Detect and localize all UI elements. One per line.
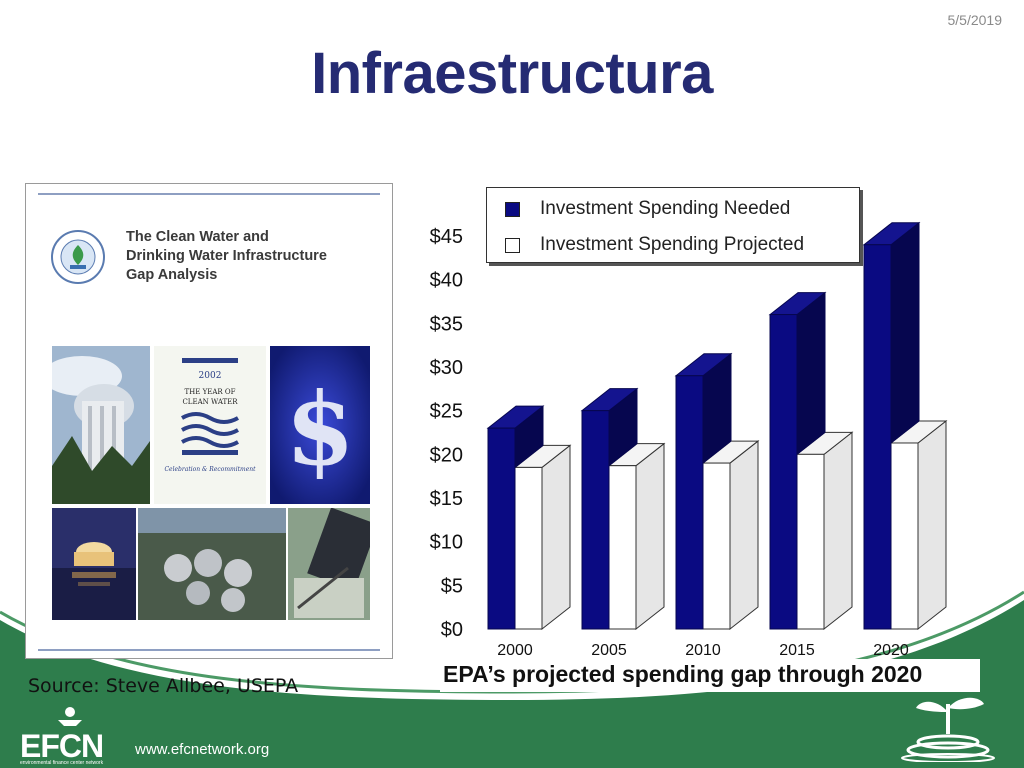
cover-title: The Clean Water and Drinking Water Infra… xyxy=(126,228,327,285)
legend-label-needed: Investment Spending Needed xyxy=(540,198,791,219)
bar-projected-front xyxy=(608,465,637,630)
badge-script: Celebration & Recommitment xyxy=(164,466,256,473)
cover-title-line-2: Drinking Water Infrastructure xyxy=(126,248,327,264)
slide-date: 5/5/2019 xyxy=(947,12,1003,28)
bar-projected xyxy=(701,440,760,631)
slide-title: Infraestructura xyxy=(311,41,713,106)
x-tick-label: 2020 xyxy=(873,642,909,659)
cover-bottom-rule xyxy=(38,649,380,651)
bar-needed xyxy=(486,405,545,630)
x-tick-label: 2015 xyxy=(779,642,815,659)
bar-projected xyxy=(513,444,572,631)
y-tick-label: $0 xyxy=(441,619,463,641)
chart-bars xyxy=(486,221,948,631)
chart-y-axis: $0 $5 $10 $15 $20 $25 $30 $35 $40 $45 xyxy=(430,226,463,641)
bar-needed xyxy=(862,221,921,630)
bar-needed-front xyxy=(581,410,610,630)
bar-projected-side xyxy=(823,431,853,631)
treatment-plant-photo xyxy=(138,508,286,620)
bar-projected-front xyxy=(890,442,919,630)
bar-needed-side xyxy=(796,291,826,456)
legend-swatch-projected xyxy=(505,237,520,253)
epa-seal-icon xyxy=(51,230,105,284)
bar-needed-front xyxy=(769,314,798,630)
legend-entry-needed: Investment Spending Needed xyxy=(505,194,790,224)
dollar-sign-image: $ xyxy=(270,346,370,504)
x-tick-label: 2010 xyxy=(685,642,721,659)
x-tick-label: 2000 xyxy=(497,642,533,659)
bar-needed-front xyxy=(863,244,892,630)
bar-projected-side xyxy=(917,419,947,631)
cover-top-rule xyxy=(38,193,380,195)
y-tick-label: $15 xyxy=(430,488,463,510)
bar-projected-front xyxy=(796,453,825,630)
y-tick-label: $45 xyxy=(430,226,463,248)
y-tick-label: $5 xyxy=(441,575,463,597)
website-url[interactable]: www.efcnetwork.org xyxy=(135,741,270,758)
spending-gap-chart: $0 $5 $10 $15 $20 $25 $30 $35 $40 $45 2000 2005 201… xyxy=(430,221,948,659)
badge-line-1: THE YEAR OF xyxy=(185,388,236,396)
calculator-photo xyxy=(288,508,370,620)
memorial-night-photo xyxy=(52,508,136,620)
bar-projected-front xyxy=(514,466,543,630)
efcn-logo-subtext: environmental finance center network xyxy=(20,760,104,766)
efcn-logo-icon xyxy=(58,707,82,726)
dollar-glyph: $ xyxy=(285,370,355,488)
bar-projected-side xyxy=(729,440,759,631)
source-credit: Source: Steve Allbee, USEPA xyxy=(28,675,299,697)
bar-needed-front xyxy=(675,375,704,630)
bar-needed-front xyxy=(487,427,516,630)
chart-x-axis: 2000 2005 2010 2015 2020 xyxy=(497,642,909,659)
bar-needed xyxy=(674,352,733,630)
bar-projected xyxy=(607,442,666,631)
bar-needed-side xyxy=(890,221,920,445)
x-tick-label: 2005 xyxy=(591,642,627,659)
y-tick-label: $25 xyxy=(430,401,463,423)
water-tower-photo xyxy=(52,346,150,504)
y-tick-label: $40 xyxy=(430,270,463,292)
bar-projected xyxy=(795,431,854,631)
bar-needed xyxy=(768,291,827,630)
y-tick-label: $35 xyxy=(430,313,463,335)
legend-swatch-needed xyxy=(505,201,520,217)
bar-needed xyxy=(580,387,639,630)
bar-projected-front xyxy=(702,462,731,630)
bar-projected-side xyxy=(635,442,665,631)
chart-legend: Investment Spending Needed Investment Sp… xyxy=(486,187,860,263)
chart-title: EPA’s projected spending gap through 202… xyxy=(443,661,923,687)
y-tick-label: $30 xyxy=(430,357,463,379)
y-tick-label: $10 xyxy=(430,532,463,554)
badge-line-2: CLEAN WATER xyxy=(182,398,238,406)
efcn-logo-text: EFCN xyxy=(20,728,104,764)
chart-title-background xyxy=(440,659,980,692)
legend-entry-projected: Investment Spending Projected xyxy=(505,230,804,260)
legend-label-projected: Investment Spending Projected xyxy=(540,234,805,255)
bar-projected-side xyxy=(541,444,571,631)
clean-water-badge: 2002 THE YEAR OF CLEAN WATER Celebration… xyxy=(154,346,266,504)
cover-title-line-3: Gap Analysis xyxy=(126,267,218,283)
report-cover-image: The Clean Water and Drinking Water Infra… xyxy=(25,183,393,659)
sprout-water-logo-icon xyxy=(901,697,995,762)
bar-projected xyxy=(889,419,948,631)
cover-title-line-1: The Clean Water and xyxy=(126,229,269,245)
badge-year: 2002 xyxy=(199,371,222,381)
y-tick-label: $20 xyxy=(430,444,463,466)
